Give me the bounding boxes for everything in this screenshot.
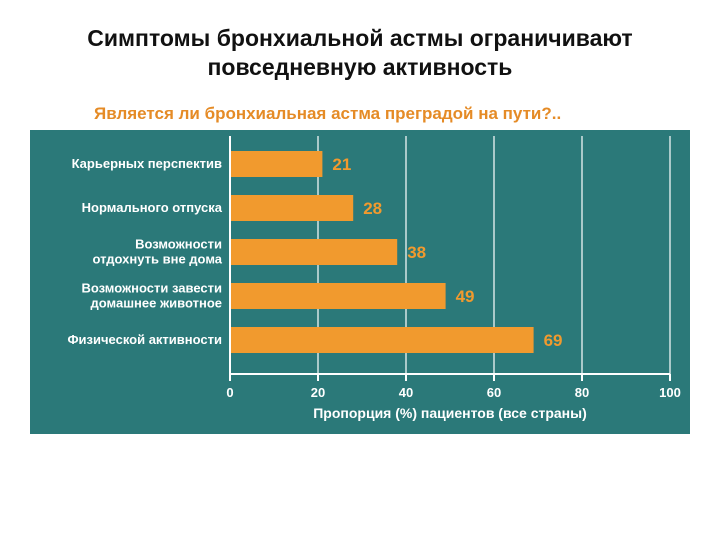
x-tick-label: 60 [487,385,501,400]
chart-svg: 0 20 40 60 80 100 21 Карьерных перспектив 28 Норм… [30,130,690,434]
category-label: отдохнуть вне дома [92,251,222,266]
slide: Симптомы бронхиальной астмы ограничивают… [0,0,720,540]
bar-chart: 0 20 40 60 80 100 21 Карьерных перспектив 28 Норм… [30,130,690,434]
page-title: Симптомы бронхиальной астмы ограничивают… [24,24,696,82]
bar-value-label: 49 [456,287,475,306]
bar [230,151,322,177]
x-tick-label: 80 [575,385,589,400]
category-label: Возможности [135,236,222,251]
bar-value-label: 38 [407,243,426,262]
x-tick-label: 20 [311,385,325,400]
bar [230,283,446,309]
bar [230,239,397,265]
x-tick-label: 0 [226,385,233,400]
x-tick-label: 40 [399,385,413,400]
bar [230,327,534,353]
bar-value-label: 21 [332,155,351,174]
chart-subtitle: Является ли бронхиальная астма преградой… [94,104,696,124]
category-label: Физической активности [67,332,222,347]
bar-value-label: 28 [363,199,382,218]
bar-value-label: 69 [544,331,563,350]
category-label: домашнее животное [91,295,223,310]
x-tick-label: 100 [659,385,681,400]
bar [230,195,353,221]
category-label: Возможности завести [81,280,222,295]
category-label: Нормального отпуска [82,200,223,215]
category-label: Карьерных перспектив [72,156,222,171]
x-axis-title: Пропорция (%) пациентов (все страны) [313,405,587,421]
